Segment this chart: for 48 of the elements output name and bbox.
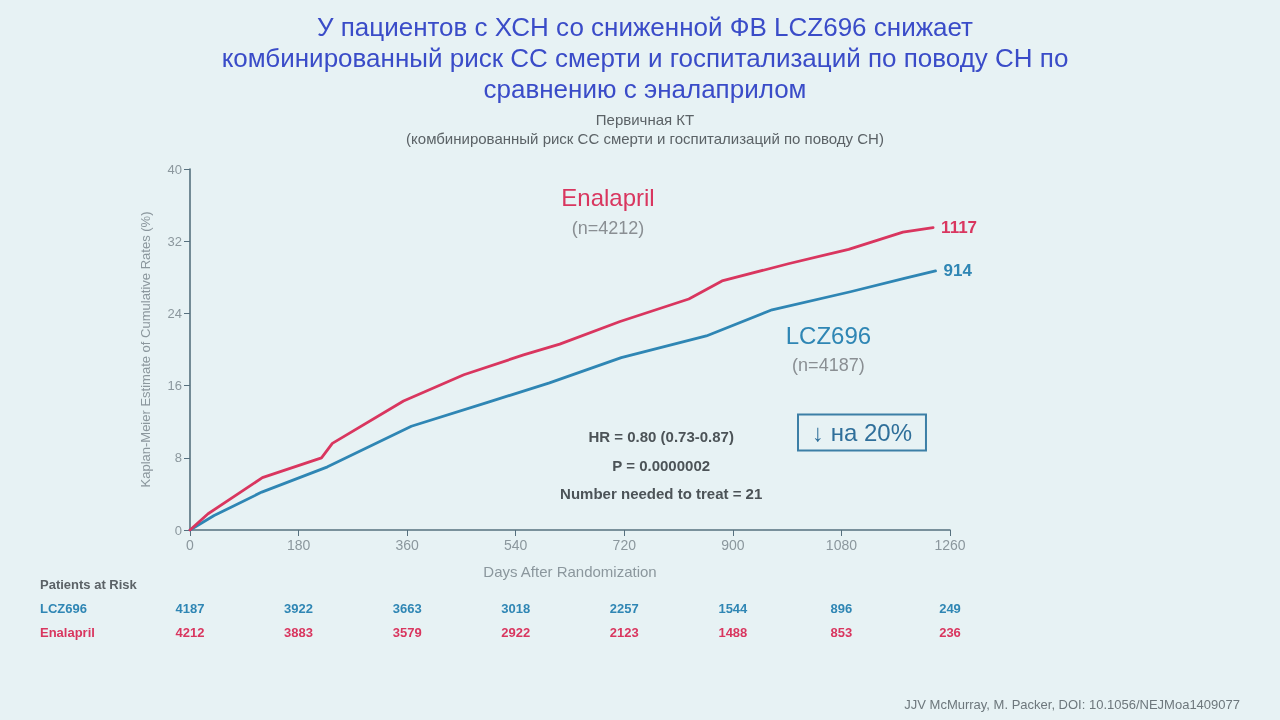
chart-title: У пациентов с ХСН со сниженной ФВ LCZ696 снижает комбинированный риск СС смерти и госпитализаций по поводу СН по сравнению с эналаприлом — [221, 11, 1069, 104]
annotation: HR = 0.80 (0.73-0.87) — [588, 427, 734, 445]
x-tick-label: 180 — [286, 537, 311, 553]
text: 249 — [939, 600, 961, 616]
text: 1488 — [718, 624, 748, 640]
text: Enalapril — [561, 184, 655, 212]
y-axis-title: Kaplan-Meier Estimate of Cumulative Rates (%) — [138, 211, 153, 488]
series-label: LCZ696 — [785, 321, 872, 349]
x-tick-label: 360 — [395, 537, 420, 553]
x-tick-label: 1080 — [825, 537, 858, 553]
x-axis-title: Days After Randomization — [483, 563, 657, 580]
annotation: Number needed to treat = 21 — [560, 485, 763, 503]
x-tick-label: 900 — [721, 537, 745, 553]
text: 853 — [830, 624, 853, 640]
text: 3883 — [284, 624, 314, 640]
annotation: (n=4212) — [571, 217, 645, 238]
x-tick-label: 720 — [612, 537, 637, 553]
annotation: ↓ на 20% — [812, 419, 912, 447]
text: Patients at Risk — [40, 576, 138, 592]
text: 2922 — [501, 624, 531, 640]
annotation: P = 0.0000002 — [612, 456, 711, 474]
x-tick-label: 1260 — [934, 537, 966, 553]
text: JJV McMurray, M. Packer, DOI: 10.1056/NEJMoa1409077 — [904, 696, 1240, 712]
text: 236 — [939, 624, 961, 640]
text: Enalapril — [40, 624, 95, 640]
annotation: (n=4187) — [792, 355, 865, 376]
text: 1544 — [718, 600, 749, 616]
y-tick-label: 40 — [167, 161, 182, 177]
y-tick-label: 0 — [174, 522, 182, 538]
chart-subtitle: Первичная КТ (комбинированный риск СС смерти и госпитализаций по поводу СН) — [406, 111, 884, 147]
y-tick-label: 32 — [167, 233, 182, 249]
y-tick-label: 24 — [167, 305, 182, 321]
text: 3018 — [501, 600, 531, 616]
y-tick-label: 16 — [167, 378, 182, 394]
text: 4212 — [175, 624, 205, 640]
text: 3663 — [392, 600, 422, 616]
annotation: 1117 — [941, 218, 978, 238]
text: 2123 — [609, 624, 639, 640]
text: 3922 — [284, 600, 314, 616]
y-tick-label: 8 — [174, 450, 182, 466]
x-tick-label: 540 — [504, 537, 528, 553]
annotation: 914 — [943, 261, 973, 281]
text: 896 — [830, 600, 853, 616]
text: 2257 — [609, 600, 639, 616]
text: LCZ696 — [40, 600, 87, 616]
text: 3579 — [392, 624, 422, 640]
text: 4187 — [175, 600, 205, 616]
x-tick-label: 0 — [186, 537, 195, 553]
